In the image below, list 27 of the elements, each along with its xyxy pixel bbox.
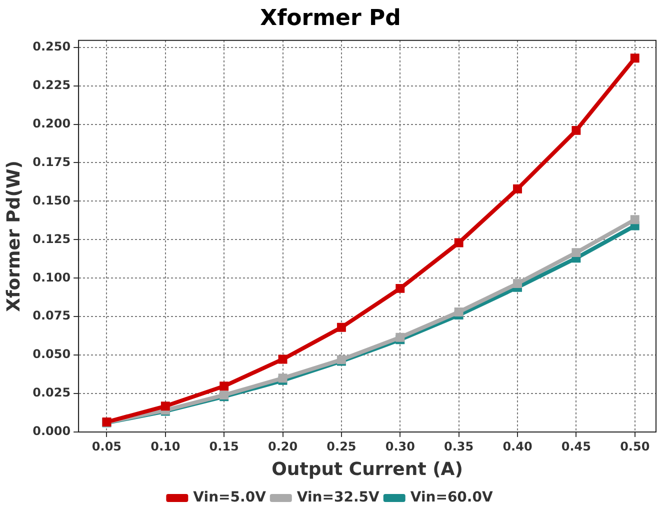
legend-label: Vin=32.5V <box>296 490 380 506</box>
legend-label: Vin=60.0V <box>410 490 493 506</box>
x-tick-label: 0.45 <box>561 439 591 454</box>
x-tick-label: 0.50 <box>620 439 650 454</box>
y-tick-label: 0.075 <box>32 308 71 323</box>
x-tick-label: 0.30 <box>385 439 415 454</box>
y-tick-label: 0.100 <box>32 270 71 284</box>
y-tick-label: 0.225 <box>32 78 71 92</box>
x-tick-label: 0.10 <box>150 439 180 454</box>
y-tick-label: 0.125 <box>32 232 71 246</box>
y-tick-label: 0.050 <box>32 347 71 362</box>
x-tick-label: 0.25 <box>326 439 356 454</box>
y-axis-title: Xformer Pd(W) <box>3 160 24 312</box>
y-tick-label: 0.150 <box>32 193 71 208</box>
y-tick-label: 0.000 <box>32 424 71 438</box>
legend-label: Vin=5.0V <box>193 490 266 506</box>
y-tick-label: 0.250 <box>32 39 71 54</box>
x-axis-title: Output Current (A) <box>272 458 463 480</box>
x-tick-label: 0.40 <box>502 439 532 454</box>
y-tick-label: 0.025 <box>32 386 71 400</box>
y-tick-label: 0.200 <box>32 116 71 130</box>
x-tick-label: 0.15 <box>209 439 239 454</box>
x-tick-label: 0.35 <box>444 439 474 454</box>
x-tick-label: 0.05 <box>92 439 122 454</box>
chart-title: Xformer Pd <box>260 6 401 31</box>
y-tick-label: 0.175 <box>32 154 71 169</box>
x-tick-label: 0.20 <box>268 439 298 454</box>
